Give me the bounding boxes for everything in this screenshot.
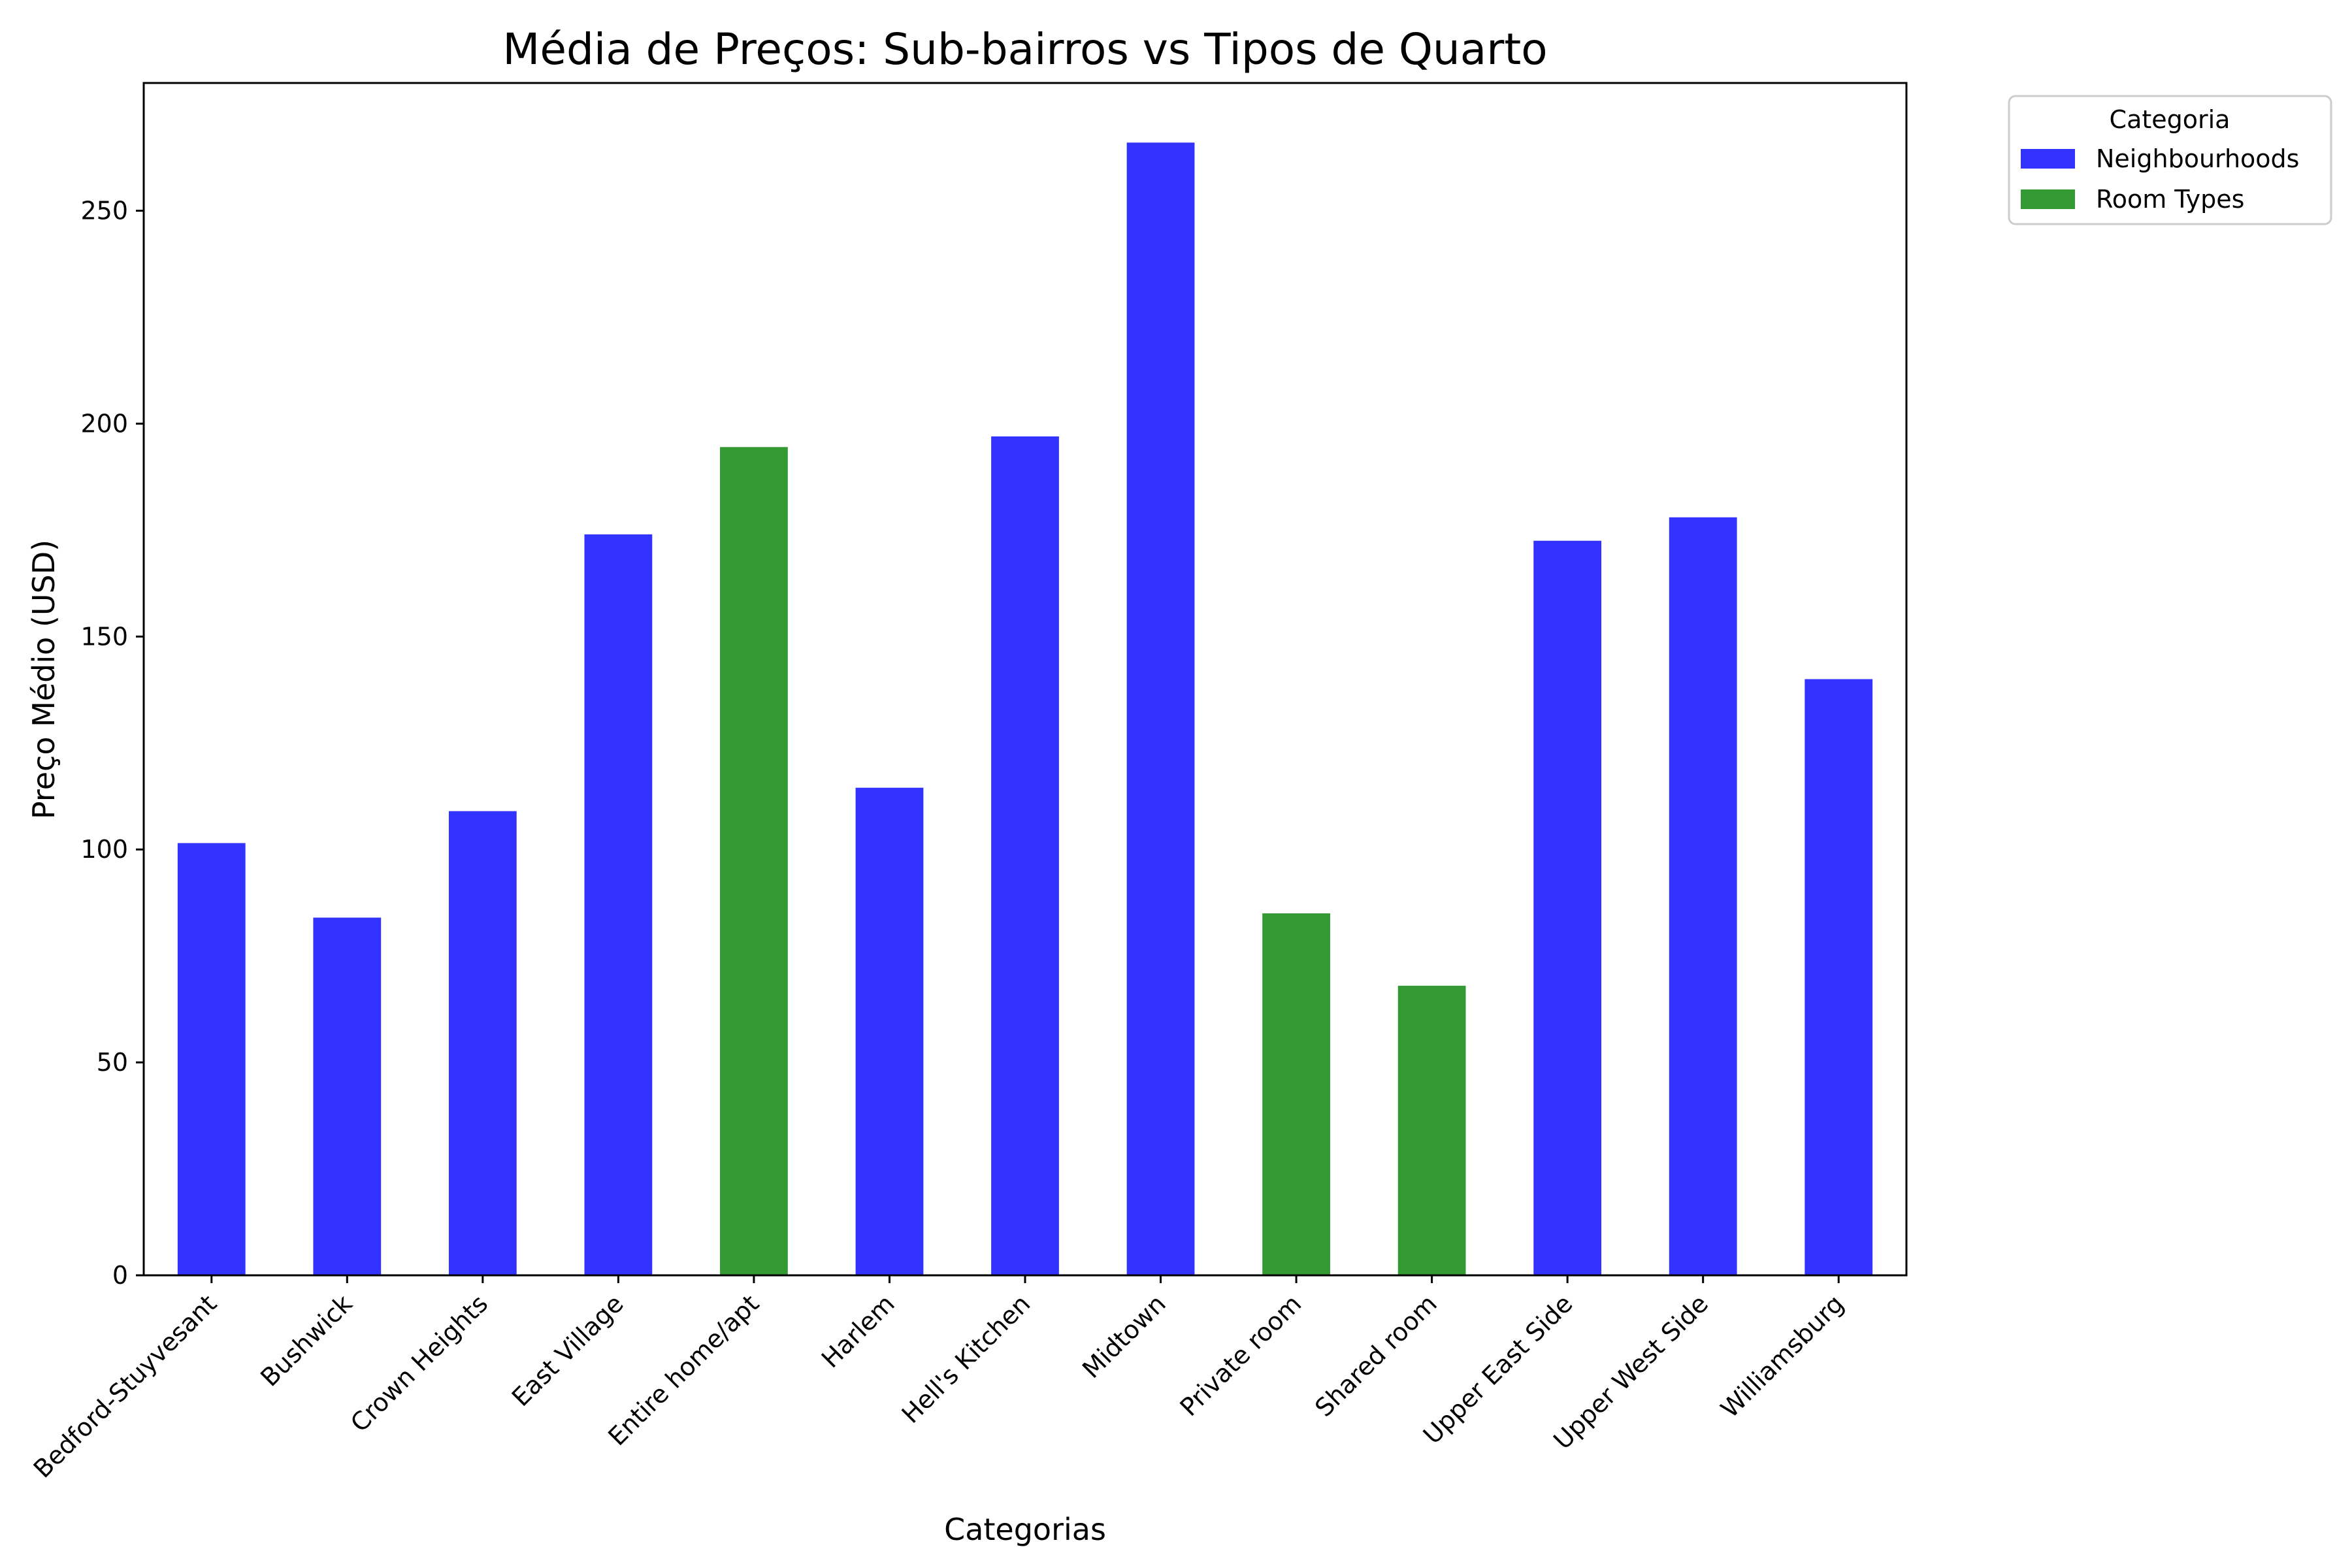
x-tick-label: Midtown: [1077, 1289, 1171, 1384]
y-tick-label: 50: [97, 1048, 128, 1077]
legend-title: Categoria: [2110, 105, 2230, 134]
x-tick-label: Private room: [1175, 1289, 1307, 1422]
x-tick-label: Bushwick: [255, 1289, 357, 1392]
bars-group: [177, 142, 1873, 1276]
chart-title: Média de Preços: Sub-bairros vs Tipos de…: [502, 24, 1547, 74]
y-tick-label: 250: [80, 197, 128, 225]
legend-label-room-types: Room Types: [2096, 185, 2244, 214]
bar-midtown: [1126, 142, 1195, 1275]
bar-bushwick: [313, 917, 382, 1275]
x-axis-label: Categorias: [944, 1512, 1106, 1547]
bar-crown-heights: [448, 811, 517, 1275]
legend-label-neighbourhoods: Neighbourhoods: [2096, 144, 2299, 173]
legend-swatch-room-types: [2021, 189, 2075, 209]
y-tick-label: 150: [80, 622, 128, 651]
x-tick-label: Upper East Side: [1418, 1289, 1578, 1450]
bar-williamsburg: [1805, 679, 1873, 1275]
legend-swatch-neighbourhoods: [2021, 149, 2075, 169]
x-tick-label: Entire home/apt: [602, 1289, 764, 1451]
y-tick-label: 0: [112, 1261, 128, 1290]
y-tick-label: 200: [80, 409, 128, 438]
bar-entire-home-apt: [720, 447, 788, 1275]
y-tick-label: 100: [80, 835, 128, 864]
x-tick-label: Crown Heights: [345, 1289, 493, 1437]
bar-bedford-stuyvesant: [177, 843, 246, 1275]
bar-upper-east-side: [1533, 540, 1602, 1275]
y-axis-ticks: 0 50 100 150 200 250: [80, 197, 144, 1290]
bar-east-village: [584, 534, 653, 1276]
legend: Categoria Neighbourhoods Room Types: [2008, 95, 2332, 225]
legend-box: [2008, 95, 2332, 225]
bar-upper-west-side: [1669, 517, 1737, 1275]
bar-private-room: [1262, 913, 1330, 1275]
x-tick-label: Hell's Kitchen: [896, 1289, 1036, 1429]
x-tick-label: Shared room: [1309, 1289, 1443, 1422]
bar-harlem: [855, 787, 924, 1275]
x-tick-label: Bedford-Stuyvesant: [28, 1289, 222, 1483]
y-axis-label: Preço Médio (USD): [26, 540, 61, 819]
bar-shared-room: [1397, 985, 1466, 1275]
x-tick-label: Williamsburg: [1715, 1289, 1849, 1423]
bar-hell-s-kitchen: [991, 436, 1059, 1275]
x-tick-label: East Village: [506, 1289, 629, 1412]
x-tick-label: Harlem: [816, 1289, 900, 1373]
